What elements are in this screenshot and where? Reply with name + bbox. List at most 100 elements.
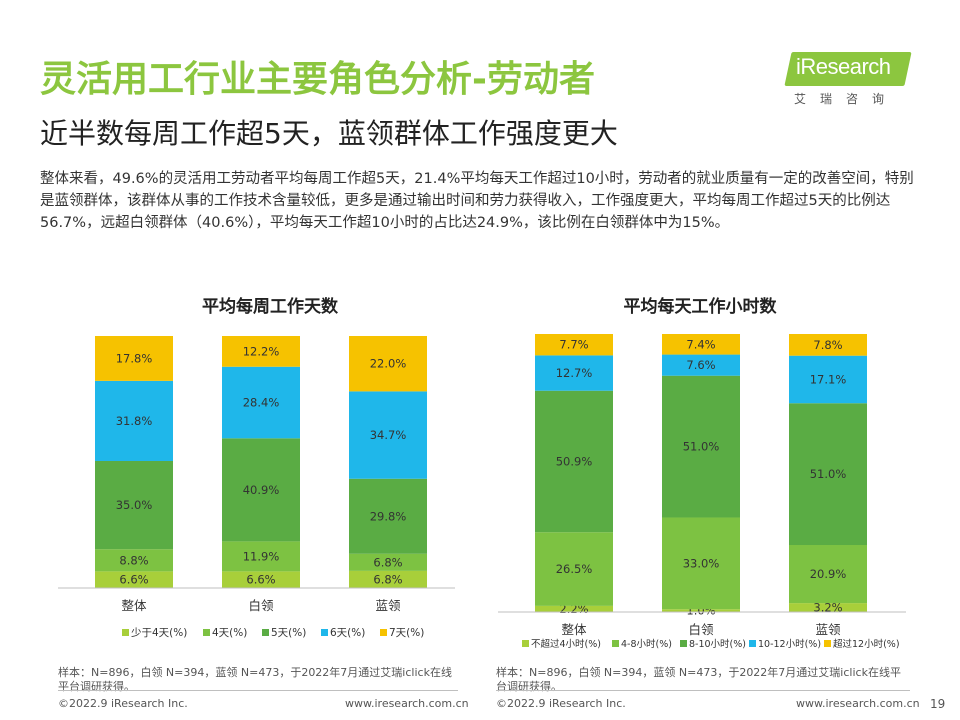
legend-label: 6天(%) [330, 627, 365, 639]
weekly-days-chart: 6.6% 8.8% 35.0% 31.8% 17.8% 整体 6.6% 11.9% 40.9% 2… [58, 336, 455, 639]
bar-segment [349, 570, 427, 588]
legend-swatch [612, 640, 619, 647]
summary-paragraph: 整体来看，49.6%的灵活用工劳动者平均每周工作超5天，21.4%平均每天工作超… [40, 171, 914, 231]
footer-divider-right [496, 690, 910, 691]
bar-segment [662, 334, 740, 355]
iresearch-logo: iResearch 艾瑞咨询 [784, 48, 914, 110]
bar-segment [349, 478, 427, 554]
category-label: 整体 [121, 598, 147, 613]
data-label: 12.7% [556, 366, 593, 380]
bar-segment [222, 366, 300, 439]
category-label: 整体 [561, 622, 587, 637]
copyright-left: ©2022.9 iResearch Inc. [58, 697, 188, 710]
data-label: 31.8% [116, 414, 153, 428]
data-label: 35.0% [116, 498, 153, 512]
website-left: www.iresearch.com.cn [345, 697, 469, 710]
data-label: 7.7% [559, 338, 588, 352]
legend-label: 4天(%) [212, 627, 247, 639]
legend-swatch [321, 629, 328, 636]
data-label: 26.5% [556, 562, 593, 576]
bar-segment [349, 336, 427, 392]
chart-title-hours: 平均每天工作小时数 [623, 297, 777, 317]
data-label: 20.9% [810, 567, 847, 581]
legend-swatch [824, 640, 831, 647]
bar-segment [789, 334, 867, 356]
data-label: 6.8% [373, 555, 402, 569]
legend-label: 5天(%) [271, 627, 306, 639]
bar-segment [95, 460, 173, 550]
data-label: 40.9% [243, 483, 280, 497]
sample-note-right: 样本：N=896，白领 N=394，蓝领 N=473，于2022年7月通过艾瑞i… [496, 666, 901, 693]
legend-swatch [122, 629, 129, 636]
daily-hours-chart: 2.2%26.5%50.9%12.7%7.7%整体1.0%33.0%51.0%7… [498, 334, 906, 650]
bar-segment [789, 403, 867, 546]
website-right: www.iresearch.com.cn [796, 697, 920, 710]
page-number: 19 [930, 697, 946, 711]
bar-segment [662, 354, 740, 376]
data-label: 7.6% [686, 358, 715, 372]
category-label: 白领 [248, 598, 274, 613]
data-label: 17.8% [116, 351, 153, 365]
page-title: 灵活用工行业主要角色分析-劳动者 [40, 59, 595, 100]
data-label: 51.0% [683, 440, 720, 454]
data-label: 8.8% [119, 553, 148, 567]
legend-swatch [262, 629, 269, 636]
data-label: 3.2% [813, 601, 842, 615]
bar-segment [789, 545, 867, 604]
legend-label: 10-12小时(%) [758, 638, 821, 650]
bar-segment [222, 336, 300, 367]
legend-label: 不超过4小时(%) [531, 638, 601, 650]
legend-swatch [380, 629, 387, 636]
chart-title-days: 平均每周工作天数 [202, 297, 338, 317]
legend-label: 7天(%) [389, 627, 424, 639]
bar-segment [662, 375, 740, 518]
data-label: 17.1% [810, 372, 847, 386]
data-label: 6.8% [373, 572, 402, 586]
data-label: 22.0% [370, 357, 407, 371]
legend-swatch [749, 640, 756, 647]
data-label: 33.0% [683, 556, 720, 570]
data-label: 12.2% [243, 344, 280, 358]
bar-segment [222, 571, 300, 588]
sample-note-left: 样本：N=896，白领 N=394，蓝领 N=473，于2022年7月通过艾瑞i… [58, 666, 452, 693]
data-label: 6.6% [119, 573, 148, 587]
bar-segment [535, 355, 613, 391]
logo-text: iResearch [796, 54, 891, 79]
data-label: 7.4% [686, 337, 715, 351]
bar-segment [349, 391, 427, 479]
data-label: 6.6% [246, 573, 275, 587]
bar-segment [535, 390, 613, 533]
bar-segment [662, 517, 740, 610]
legend-label: 少于4天(%) [131, 627, 187, 639]
copyright-right: ©2022.9 iResearch Inc. [496, 697, 626, 710]
bar-segment [95, 380, 173, 461]
logo-subtext: 艾瑞咨询 [794, 92, 899, 106]
legend-label: 4-8小时(%) [621, 638, 672, 650]
category-label: 蓝领 [375, 598, 401, 613]
category-label: 蓝领 [815, 622, 841, 637]
bar-segment [95, 549, 173, 572]
bar-segment [95, 336, 173, 381]
bar-segment [222, 438, 300, 542]
footer-divider-left [58, 690, 458, 691]
bar-segment [662, 609, 740, 612]
data-label: 51.0% [810, 467, 847, 481]
bar-segment [95, 571, 173, 588]
legend-swatch [203, 629, 210, 636]
data-label: 11.9% [243, 549, 280, 563]
bar-segment [535, 532, 613, 606]
data-label: 50.9% [556, 454, 593, 468]
data-label: 28.4% [243, 396, 280, 410]
data-label: 34.7% [370, 428, 407, 442]
bar-segment [789, 355, 867, 404]
data-label: 29.8% [370, 509, 407, 523]
bar-segment [789, 603, 867, 612]
data-label: 7.8% [813, 338, 842, 352]
bar-segment [535, 334, 613, 356]
bar-segment [222, 541, 300, 572]
bar-segment [535, 605, 613, 612]
category-label: 白领 [688, 622, 714, 637]
bar-segment [349, 553, 427, 571]
legend-swatch [522, 640, 529, 647]
